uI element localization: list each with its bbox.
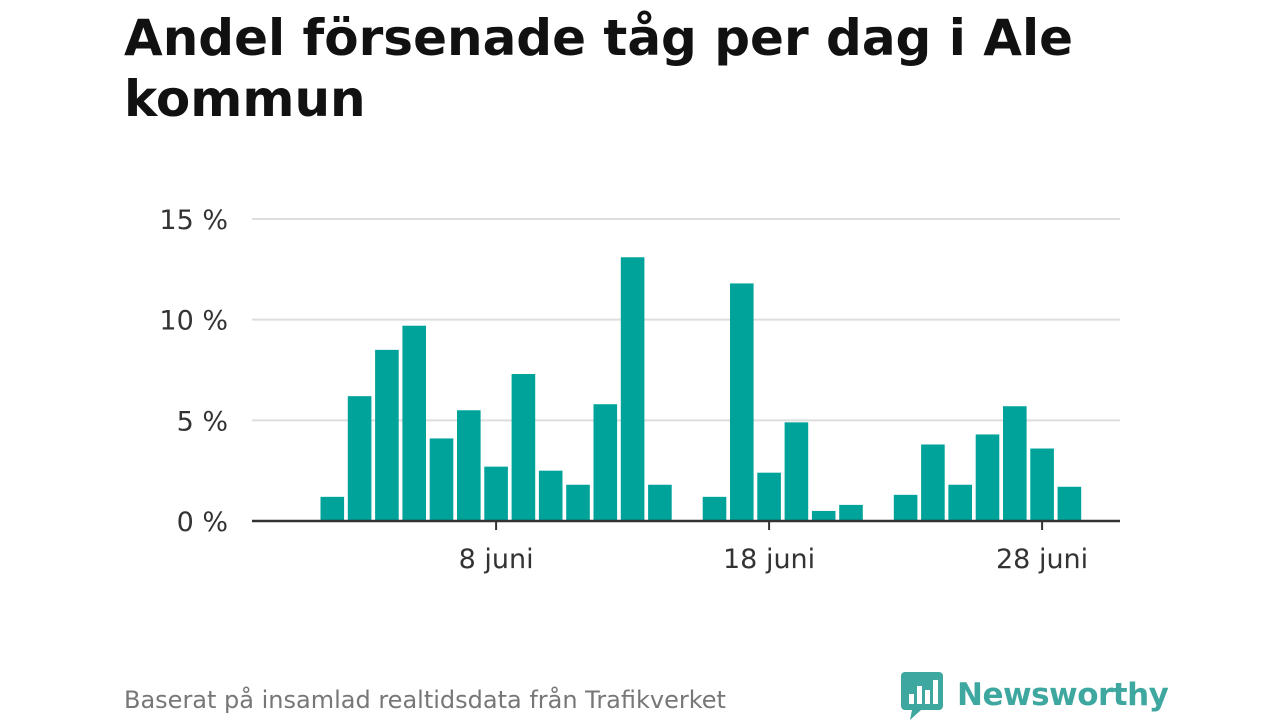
x-tick-label: 8 juni bbox=[459, 544, 534, 575]
bar bbox=[730, 283, 754, 521]
y-tick-label: 0 % bbox=[177, 507, 228, 538]
bar bbox=[566, 484, 590, 521]
bar bbox=[347, 396, 372, 521]
bar bbox=[893, 494, 918, 521]
chart-title: Andel försenade tåg per dag i Ale kommun bbox=[124, 9, 1074, 128]
bar bbox=[648, 484, 672, 521]
newsworthy-logo-icon bbox=[901, 672, 943, 720]
newsworthy-logo[interactable]: Newsworthy bbox=[901, 670, 1169, 720]
bar bbox=[457, 410, 481, 521]
source-note: Baserat på insamlad realtidsdata från Tr… bbox=[124, 686, 726, 714]
brand-name: Newsworthy bbox=[957, 677, 1169, 713]
bar bbox=[975, 434, 1000, 521]
y-tick-label: 10 % bbox=[159, 306, 228, 337]
bar bbox=[375, 349, 399, 521]
bar bbox=[511, 374, 536, 521]
x-tick-label: 18 juni bbox=[723, 544, 815, 575]
bar bbox=[429, 438, 454, 521]
y-tick-label: 5 % bbox=[177, 406, 228, 437]
bar bbox=[1057, 486, 1082, 521]
bar bbox=[784, 422, 809, 521]
bar bbox=[620, 257, 645, 521]
bar bbox=[757, 472, 781, 521]
y-tick-label: 15 % bbox=[159, 205, 228, 236]
x-tick-label: 28 juni bbox=[996, 544, 1088, 575]
bar bbox=[811, 510, 836, 521]
bar bbox=[921, 444, 945, 521]
bar bbox=[1030, 448, 1054, 521]
bar bbox=[484, 466, 508, 521]
bar bbox=[320, 496, 345, 521]
bar bbox=[538, 470, 563, 521]
bars bbox=[320, 257, 1082, 521]
bar bbox=[702, 496, 727, 521]
axes: 0 % 5 % 10 % 15 % 8 juni 18 juni 28 juni bbox=[159, 205, 1120, 575]
bar bbox=[839, 504, 863, 521]
bar bbox=[402, 325, 426, 521]
bar bbox=[593, 404, 618, 521]
bar bbox=[1003, 406, 1027, 521]
bar bbox=[948, 484, 972, 521]
